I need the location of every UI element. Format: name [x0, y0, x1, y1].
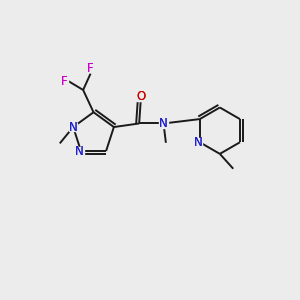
Text: O: O [136, 90, 145, 103]
Text: N: N [159, 117, 168, 130]
Text: F: F [87, 62, 94, 75]
Text: O: O [136, 90, 145, 103]
Text: F: F [61, 74, 67, 88]
Text: N: N [194, 136, 203, 149]
Text: N: N [69, 121, 78, 134]
Text: N: N [159, 117, 168, 130]
Text: N: N [194, 136, 203, 149]
Bar [194, 138, 202, 146]
Bar [69, 123, 77, 131]
Text: N: N [75, 145, 84, 158]
Text: F: F [61, 74, 67, 88]
Bar [159, 119, 168, 128]
Bar [75, 147, 84, 156]
Text: F: F [87, 62, 94, 75]
Text: N: N [75, 145, 84, 158]
Bar [86, 64, 95, 72]
Bar [60, 77, 68, 85]
Text: N: N [69, 121, 78, 134]
Bar [136, 93, 145, 101]
